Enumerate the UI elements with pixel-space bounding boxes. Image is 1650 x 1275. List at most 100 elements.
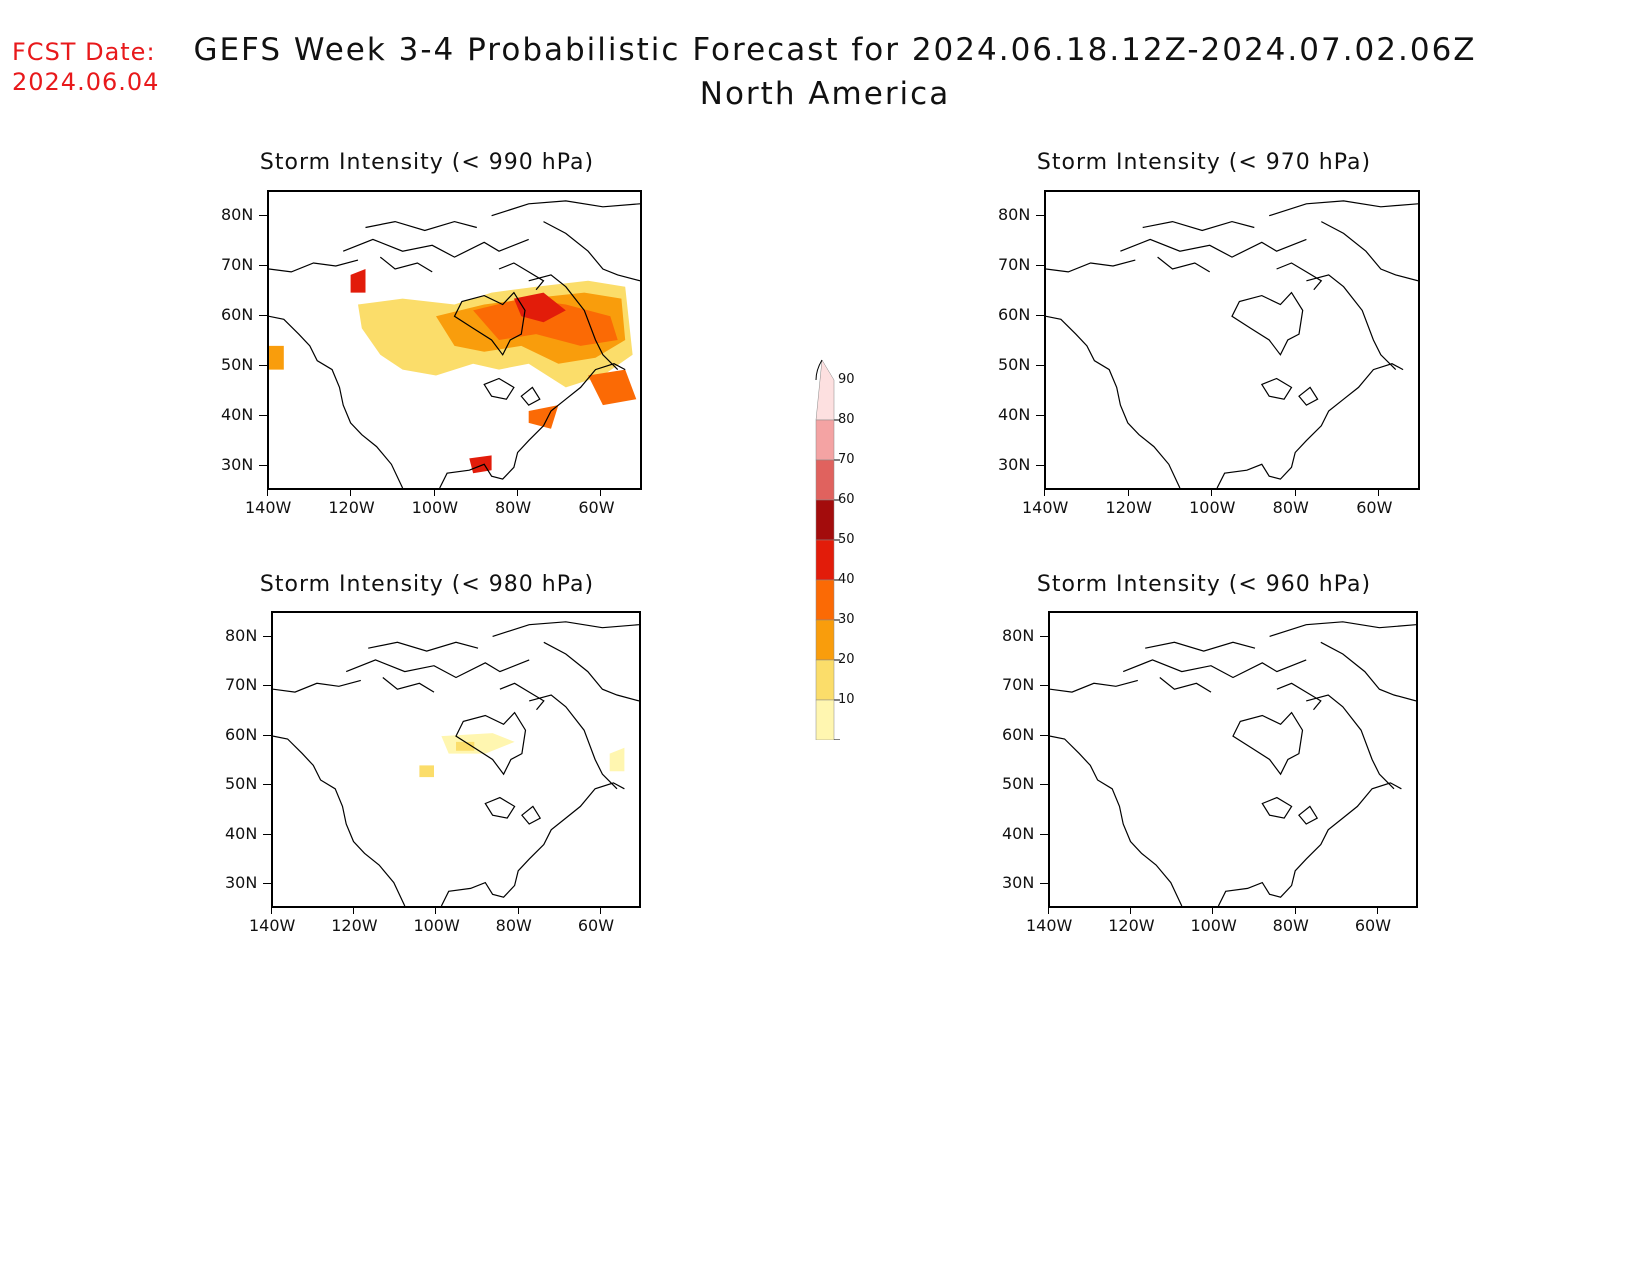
- lon-tick-mark: [271, 908, 272, 914]
- probability-shade: [456, 741, 475, 751]
- coastline: [1122, 659, 1307, 679]
- lat-tick-mark: [263, 883, 271, 885]
- colorbar-label: 10: [838, 692, 855, 707]
- coastline: [379, 256, 433, 273]
- coastline: [1298, 805, 1319, 825]
- lat-tick-mark: [1040, 883, 1048, 885]
- coastline: [1050, 679, 1138, 693]
- coastline: [439, 363, 626, 488]
- coastline: [345, 659, 530, 679]
- lat-tick-mark: [1040, 734, 1048, 736]
- lon-tick-label: 100W: [1189, 498, 1236, 517]
- coastline: [455, 711, 527, 776]
- lon-tick-label: 140W: [249, 916, 296, 935]
- colorbar-label: 30: [838, 612, 855, 627]
- lon-tick-label: 120W: [1105, 498, 1152, 517]
- probability-shade: [588, 369, 637, 406]
- lat-tick-label: 30N: [1002, 873, 1035, 893]
- panel-title-970: Storm Intensity (< 970 hPa): [1036, 150, 1372, 175]
- colorbar-swatch: [815, 699, 835, 741]
- lat-tick-mark: [1040, 685, 1048, 687]
- coastline: [1216, 363, 1404, 488]
- coastline: [368, 641, 479, 652]
- lat-tick-label: 60N: [1002, 724, 1035, 744]
- lat-tick-mark: [1040, 784, 1048, 786]
- colorbar-swatch: [815, 619, 835, 661]
- lat-tick-label: 50N: [225, 774, 258, 794]
- coastline: [365, 220, 477, 232]
- lat-tick-mark: [1036, 265, 1044, 266]
- map-panel-980: [271, 611, 641, 908]
- coastline: [269, 259, 359, 273]
- lat-tick-label: 80N: [221, 205, 254, 224]
- probability-shade: [269, 345, 284, 370]
- lon-tick-mark: [517, 490, 518, 496]
- lat-tick-label: 50N: [998, 355, 1031, 374]
- colorbar-head: [815, 359, 823, 381]
- probability-shade: [473, 298, 618, 346]
- lat-tick-label: 50N: [221, 355, 254, 374]
- map-canvas-970: [1046, 200, 1418, 488]
- lon-tick-mark: [267, 490, 268, 496]
- coastline: [483, 377, 515, 400]
- coastline: [1046, 315, 1181, 488]
- lat-tick-mark: [1036, 315, 1044, 316]
- lon-tick-mark: [1048, 908, 1049, 914]
- coastline: [492, 621, 639, 637]
- fcst-date-value: 2024.06.04: [12, 68, 160, 96]
- coastline: [342, 238, 529, 258]
- lat-tick-mark: [259, 415, 267, 416]
- map-canvas-980: [273, 621, 639, 906]
- lon-tick-mark: [353, 908, 355, 914]
- lat-tick-mark: [1040, 833, 1048, 835]
- colorbar-swatch: [815, 359, 835, 421]
- coastline: [453, 291, 526, 356]
- lon-tick-mark: [599, 908, 601, 914]
- lat-tick-label: 60N: [225, 724, 258, 744]
- lat-tick-mark: [259, 265, 267, 266]
- coastline: [1120, 238, 1307, 258]
- lon-tick-mark: [1130, 908, 1132, 914]
- coastline: [1260, 377, 1293, 400]
- lon-tick-mark: [600, 490, 602, 496]
- map-panel-990: [267, 190, 642, 490]
- lon-tick-label: 80W: [1272, 498, 1309, 517]
- colorbar-label: 80: [838, 412, 855, 427]
- lon-tick-label: 80W: [495, 916, 532, 935]
- lon-tick-label: 80W: [495, 498, 532, 517]
- coastline: [273, 679, 361, 693]
- colorbar-label: 40: [838, 572, 855, 587]
- lon-tick-label: 120W: [1108, 916, 1155, 935]
- coastline: [1261, 796, 1293, 819]
- lon-tick-label: 100W: [413, 916, 460, 935]
- coastline: [1232, 711, 1304, 776]
- lon-tick-mark: [350, 490, 352, 496]
- probability-shade: [513, 292, 566, 323]
- coastline: [484, 796, 516, 819]
- coastline: [440, 782, 625, 906]
- lon-tick-label: 80W: [1272, 916, 1309, 935]
- lat-tick-label: 70N: [998, 255, 1031, 274]
- lat-tick-label: 80N: [1002, 625, 1035, 645]
- lat-tick-label: 80N: [225, 625, 258, 645]
- coastline: [1321, 221, 1418, 282]
- map-panel-970: [1044, 190, 1420, 490]
- lon-tick-mark: [1294, 908, 1296, 914]
- colorbar-swatch: [815, 419, 835, 461]
- lat-tick-label: 80N: [998, 205, 1031, 224]
- coastline: [1298, 386, 1319, 406]
- coastline: [1269, 200, 1418, 217]
- lon-tick-label: 140W: [1026, 916, 1073, 935]
- lon-tick-label: 60W: [578, 498, 615, 517]
- coastline: [1157, 256, 1211, 273]
- lon-tick-mark: [435, 908, 437, 914]
- colorbar-label: 20: [838, 652, 855, 667]
- coastline: [273, 735, 406, 906]
- page-title: GEFS Week 3-4 Probabilistic Forecast for…: [193, 32, 1477, 68]
- lat-tick-label: 60N: [998, 305, 1031, 324]
- lon-tick-label: 140W: [1022, 498, 1069, 517]
- lat-tick-label: 70N: [225, 675, 258, 695]
- coastline: [499, 682, 545, 711]
- colorbar-swatch: [815, 499, 835, 541]
- lat-tick-label: 50N: [1002, 774, 1035, 794]
